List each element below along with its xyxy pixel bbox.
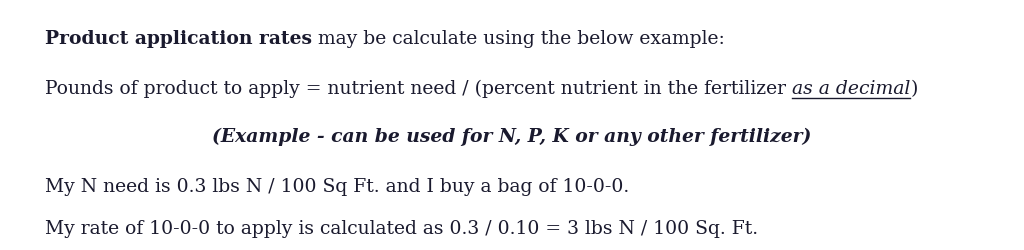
Text: may be calculate using the below example:: may be calculate using the below example… — [312, 30, 725, 48]
Text: (Example - can be used for N, P, K or any other fertilizer): (Example - can be used for N, P, K or an… — [212, 128, 812, 146]
Text: My N need is 0.3 lbs N / 100 Sq Ft. and I buy a bag of 10-0-0.: My N need is 0.3 lbs N / 100 Sq Ft. and … — [45, 177, 630, 195]
Text: as a decimal: as a decimal — [792, 80, 910, 98]
Text: ): ) — [910, 80, 918, 98]
Text: My rate of 10-0-0 to apply is calculated as 0.3 / 0.10 = 3 lbs N / 100 Sq. Ft.: My rate of 10-0-0 to apply is calculated… — [45, 219, 758, 237]
Text: Product application rates: Product application rates — [45, 30, 312, 48]
Text: Pounds of product to apply = nutrient need / (percent nutrient in the fertilizer: Pounds of product to apply = nutrient ne… — [45, 80, 792, 98]
